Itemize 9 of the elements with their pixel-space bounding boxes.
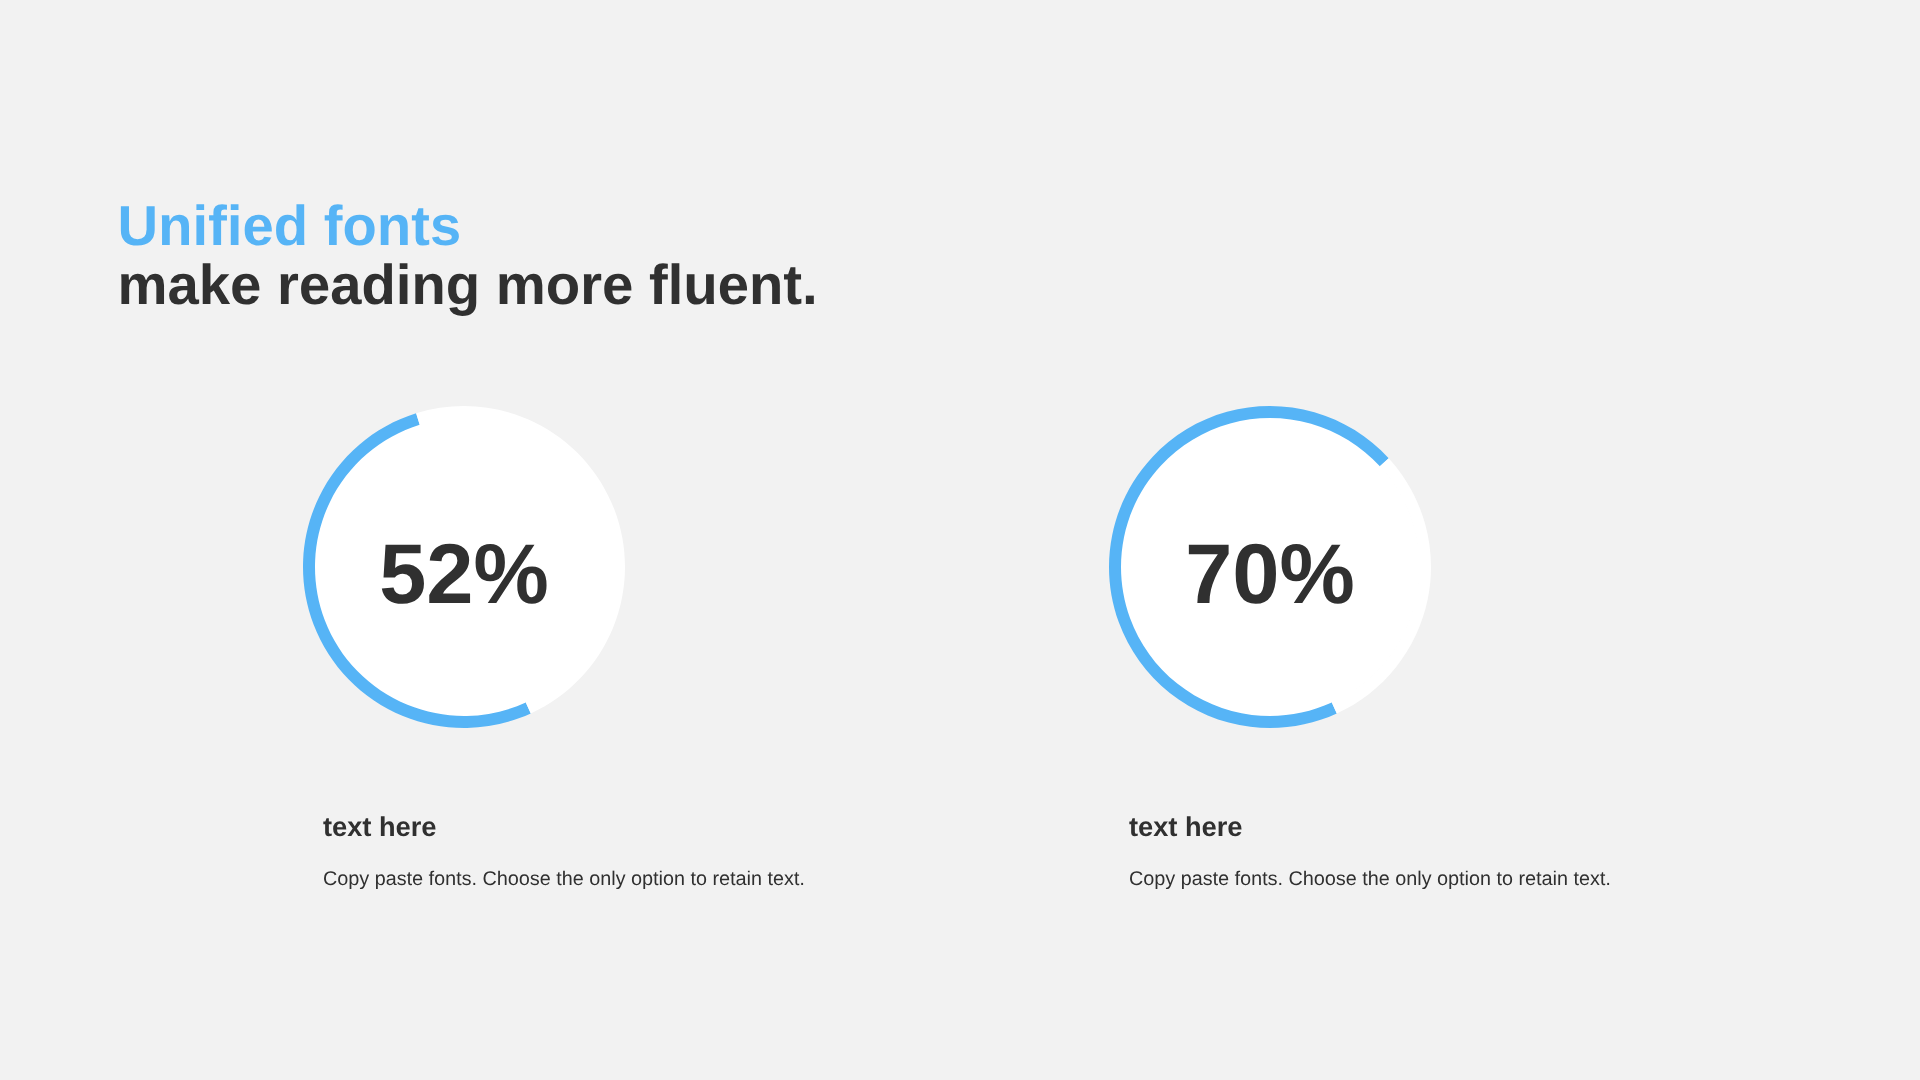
data-label: 52% (381, 543, 547, 604)
text: Copy paste fonts. Choose the only option to retain text. (324, 870, 804, 890)
text: text here (323, 816, 436, 837)
chart-title: Unified fonts (120, 204, 459, 246)
chart-subtitle: make reading more fluent. (121, 263, 814, 316)
text: text here (1129, 816, 1242, 837)
text: Copy paste fonts. Choose the only option to retain text. (1130, 870, 1610, 890)
donut-slice (1109, 406, 1389, 728)
data-label: 70% (1188, 543, 1353, 604)
